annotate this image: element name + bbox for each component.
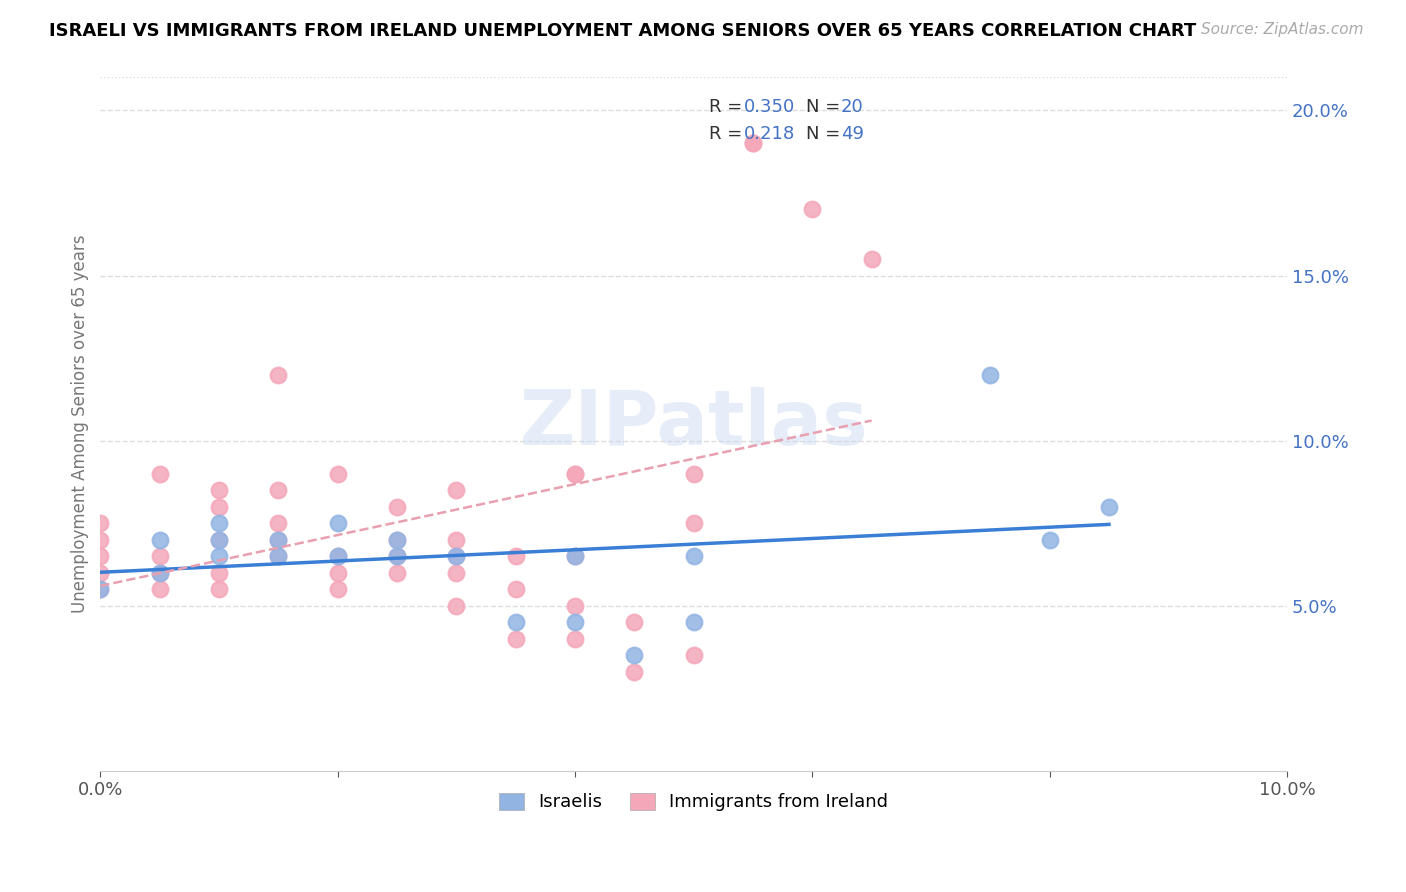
Text: 49: 49 [841,125,863,144]
Point [267,483,290,497]
Point [267,516,290,530]
Point [149,533,172,547]
Point [682,467,704,481]
Text: ZIPatlas: ZIPatlas [519,387,868,461]
Point [446,566,468,580]
Point [623,615,645,629]
Point [149,467,172,481]
Point [326,582,349,596]
Point [1039,533,1062,547]
Point [385,549,408,563]
Point [801,202,824,217]
Point [149,549,172,563]
Point [326,516,349,530]
Point [267,533,290,547]
Point [446,533,468,547]
Point [446,549,468,563]
Point [326,467,349,481]
Point [89,566,111,580]
Y-axis label: Unemployment Among Seniors over 65 years: Unemployment Among Seniors over 65 years [72,235,89,614]
Point [564,467,586,481]
Text: ISRAELI VS IMMIGRANTS FROM IRELAND UNEMPLOYMENT AMONG SENIORS OVER 65 YEARS CORR: ISRAELI VS IMMIGRANTS FROM IRELAND UNEMP… [49,22,1197,40]
Point [326,566,349,580]
Point [385,500,408,514]
Point [682,516,704,530]
Point [208,533,231,547]
Point [682,648,704,662]
Point [564,632,586,646]
Point [385,533,408,547]
Point [742,136,765,151]
Text: 0.350: 0.350 [744,97,794,116]
Text: 0.218: 0.218 [744,125,794,144]
Legend: Israelis, Immigrants from Ireland: Israelis, Immigrants from Ireland [486,780,901,824]
Point [682,615,704,629]
Point [623,665,645,679]
Point [505,632,527,646]
Point [564,467,586,481]
Point [208,566,231,580]
Text: R =: R = [709,97,748,116]
Point [89,533,111,547]
Point [267,549,290,563]
Point [208,533,231,547]
Point [208,549,231,563]
Text: N =: N = [807,125,846,144]
Point [505,615,527,629]
Point [385,533,408,547]
Point [682,549,704,563]
Point [860,252,883,266]
Point [208,500,231,514]
Text: Source: ZipAtlas.com: Source: ZipAtlas.com [1201,22,1364,37]
Point [89,549,111,563]
Point [623,648,645,662]
Point [385,549,408,563]
Point [446,599,468,613]
Point [149,582,172,596]
Point [564,549,586,563]
Point [208,516,231,530]
Point [505,549,527,563]
Point [89,582,111,596]
Point [267,549,290,563]
Point [89,516,111,530]
Point [564,549,586,563]
Point [505,582,527,596]
Text: 20: 20 [841,97,863,116]
Point [149,566,172,580]
Point [446,483,468,497]
Point [564,599,586,613]
Point [267,533,290,547]
Point [267,368,290,382]
Point [208,483,231,497]
Point [742,136,765,151]
Point [208,582,231,596]
Point [149,566,172,580]
Text: N =: N = [807,97,846,116]
Point [89,582,111,596]
Point [326,549,349,563]
Point [1098,500,1121,514]
Point [564,615,586,629]
Point [979,368,1001,382]
Text: R =: R = [709,125,748,144]
Point [446,549,468,563]
Point [326,549,349,563]
Point [385,566,408,580]
